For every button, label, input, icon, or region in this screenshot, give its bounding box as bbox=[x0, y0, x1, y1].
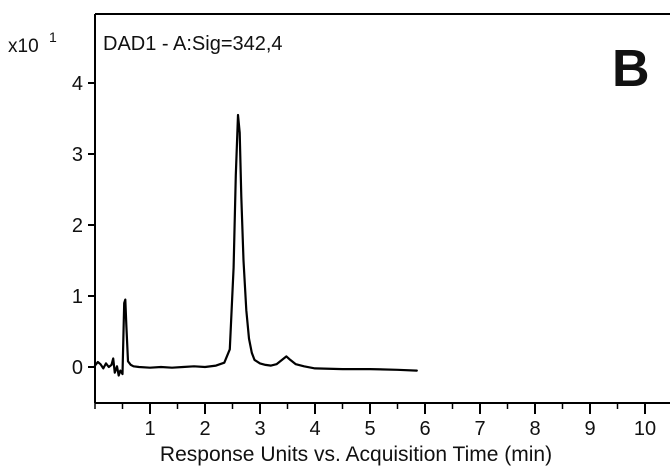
y-tick-label: 3 bbox=[72, 144, 83, 166]
y-tick-label: 4 bbox=[72, 73, 83, 95]
x-tick-label: 4 bbox=[309, 418, 320, 440]
y-tick-label: 2 bbox=[72, 215, 83, 237]
x-axis-label: Response Units vs. Acquisition Time (min… bbox=[160, 443, 552, 466]
x-tick-label: 9 bbox=[584, 418, 595, 440]
x-axis-ticks: 1 2 3 4 5 6 7 8 9 10 bbox=[94, 403, 656, 440]
x-tick-label: 10 bbox=[634, 418, 656, 440]
panel-label: B bbox=[612, 40, 650, 98]
y-multiplier-exponent: 1 bbox=[49, 29, 57, 45]
x-tick-label: 5 bbox=[364, 418, 375, 440]
y-multiplier-label: x10 bbox=[8, 36, 39, 57]
signal-label: DAD1 - A:Sig=342,4 bbox=[103, 33, 283, 55]
plot-frame bbox=[94, 13, 670, 404]
chromatogram-trace bbox=[93, 113, 418, 377]
x-tick-label: 3 bbox=[254, 418, 265, 440]
x-tick-label: 2 bbox=[199, 418, 210, 440]
x-tick-label: 6 bbox=[419, 418, 430, 440]
y-tick-label: 0 bbox=[72, 357, 83, 379]
series-group bbox=[93, 113, 418, 377]
x-tick-label: 1 bbox=[144, 418, 155, 440]
x-tick-label: 7 bbox=[474, 418, 485, 440]
x-tick-label: 8 bbox=[529, 418, 540, 440]
y-tick-label: 1 bbox=[72, 286, 83, 308]
y-axis-ticks: 0 1 2 3 4 bbox=[72, 73, 95, 379]
